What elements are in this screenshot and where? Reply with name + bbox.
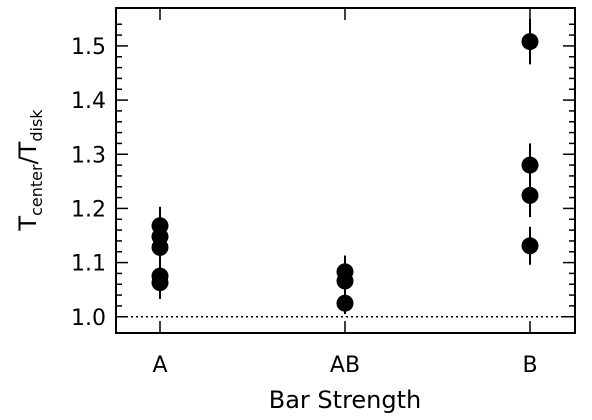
y-tick-label: 1.3 xyxy=(71,143,106,168)
x-axis-ticks: A AB B xyxy=(152,8,538,378)
y-tick-label: 1.4 xyxy=(71,89,106,114)
data-point xyxy=(521,33,539,51)
y-axis-label: Tcenter/Tdisk xyxy=(14,109,46,232)
y-tick-label: 1.1 xyxy=(71,252,106,277)
y-label-sub1: center xyxy=(27,164,46,216)
data-point xyxy=(521,237,539,255)
x-tick-label-b: B xyxy=(522,353,537,378)
y-label-t2: T xyxy=(14,141,42,157)
data-point xyxy=(151,274,169,292)
data-point xyxy=(151,238,169,256)
data-point xyxy=(521,186,539,204)
data-point xyxy=(521,156,539,174)
data-point xyxy=(336,272,354,290)
y-tick-label: 1.2 xyxy=(71,197,106,222)
x-axis-label: Bar Strength xyxy=(269,386,421,414)
y-tick-label: 1.5 xyxy=(71,35,106,60)
y-axis-ticks: 1.0 1.1 1.2 1.3 1.4 1.5 xyxy=(71,23,575,331)
y-label-sep: / xyxy=(14,155,42,164)
data-point xyxy=(336,294,354,312)
y-label-t1: T xyxy=(14,216,42,232)
x-tick-label-ab: AB xyxy=(330,353,360,378)
y-tick-label: 1.0 xyxy=(71,306,106,331)
y-label-sub2: disk xyxy=(27,109,46,142)
data-points xyxy=(151,18,539,315)
x-tick-label-a: A xyxy=(152,353,167,378)
